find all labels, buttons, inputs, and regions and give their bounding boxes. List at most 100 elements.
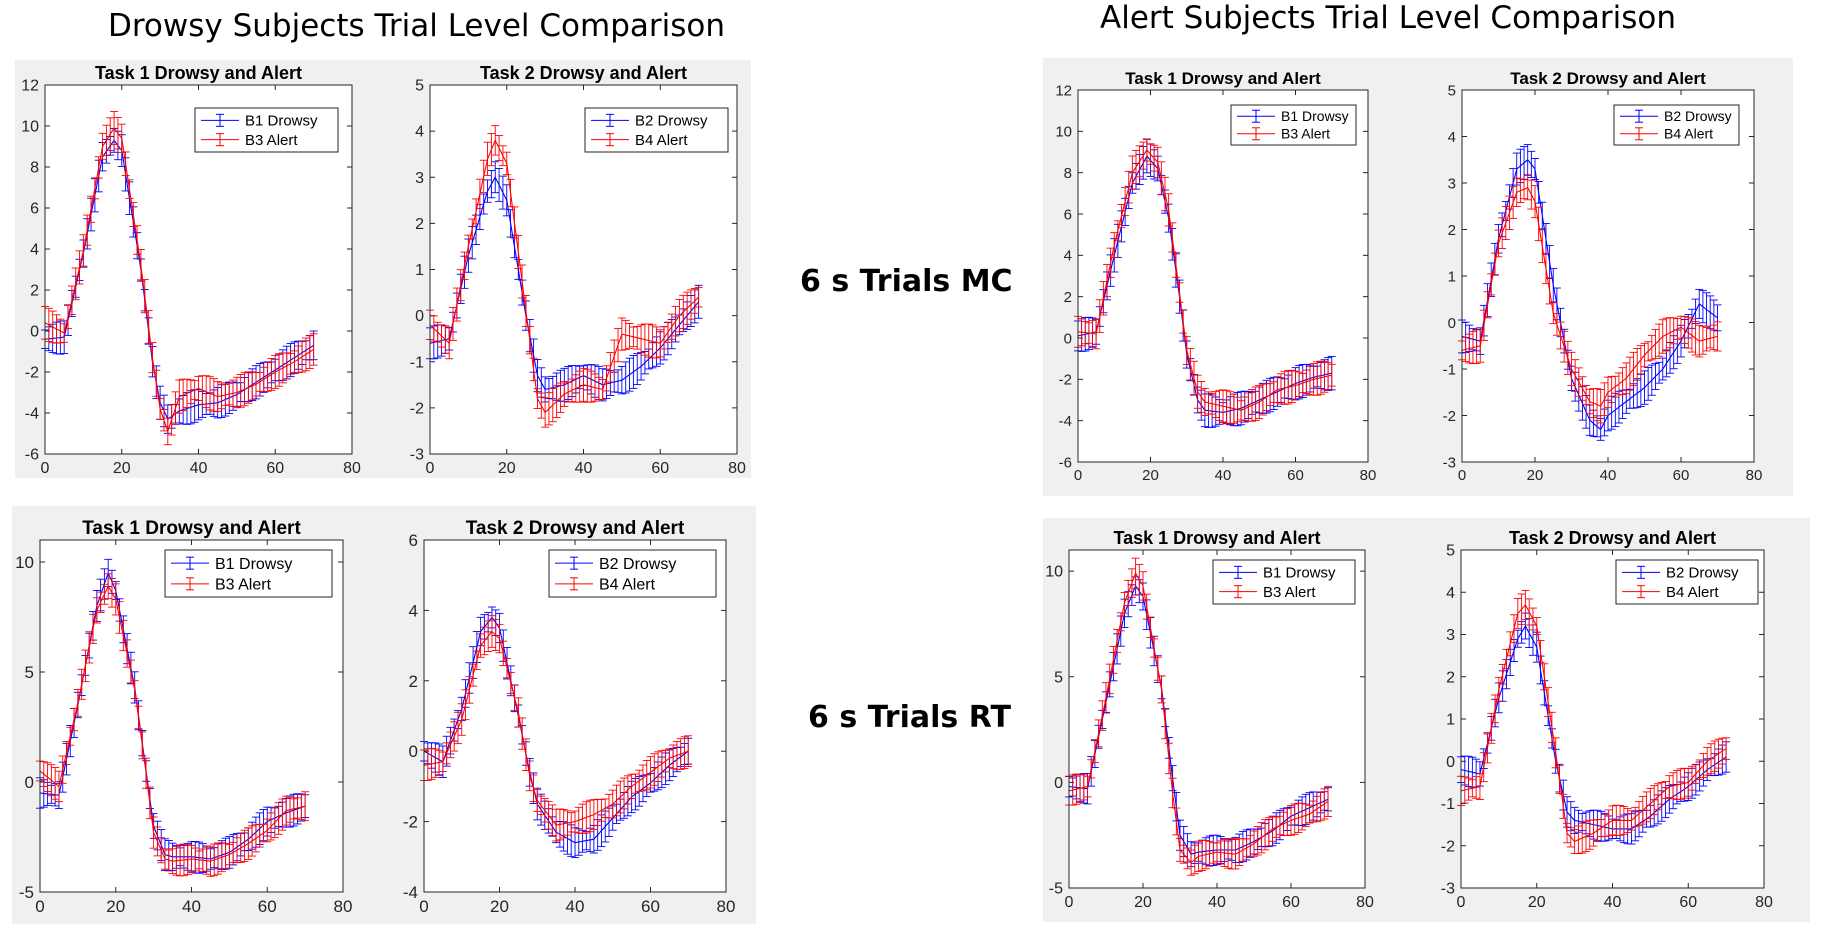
legend-label: B4 Alert [599, 576, 656, 593]
y-tick-label: -1 [1443, 361, 1456, 378]
x-tick-label: 40 [190, 460, 208, 477]
chart-title: Task 1 Drowsy and Alert [82, 518, 301, 539]
legend-box [548, 549, 717, 598]
drowsy-group-title: Drowsy Subjects Trial Level Comparison [108, 8, 725, 44]
y-tick-label: 5 [415, 78, 424, 95]
legend-label: B3 Alert [1263, 584, 1316, 601]
y-tick-label: -3 [410, 447, 424, 464]
y-tick-label: 10 [1045, 564, 1063, 581]
x-tick-label: 80 [1746, 467, 1763, 484]
y-tick-label: -4 [25, 406, 39, 423]
y-tick-label: 0 [1446, 754, 1455, 771]
chart-6: Task 2 Drowsy and Alert 0 20 40 60 80 -3 -2 -1 0 1… [1443, 69, 1763, 484]
y-tick-label: 2 [1064, 289, 1072, 306]
y-tick-label: 12 [21, 78, 39, 95]
figure-drowsy-mc: Task 1 Drowsy and Alert 0 20 40 60 80 -6 -4 -2 0 2… [15, 60, 751, 478]
axes-frame [1068, 549, 1366, 889]
y-tick-label: 3 [1446, 627, 1455, 644]
x-tick-label: 40 [575, 460, 593, 477]
series-2 [1065, 557, 1332, 876]
legend-label: B2 Drowsy [635, 113, 708, 130]
y-tick-label: -1 [410, 354, 424, 371]
x-tick-label: 0 [1458, 467, 1466, 484]
legend-box [1613, 104, 1740, 146]
chart-1: Task 1 Drowsy and Alert 0 20 40 60 80 -6 -4 -2 0 2… [21, 63, 361, 477]
series-2 [1458, 175, 1722, 424]
legend: B1 Drowsy B3 Alert [1230, 104, 1357, 146]
legend-label: B1 Drowsy [215, 556, 292, 573]
y-tick-label: 8 [30, 160, 39, 177]
legend: B1 Drowsy B3 Alert [194, 107, 339, 153]
legend-label: B3 Alert [1281, 126, 1330, 142]
x-tick-label: 20 [498, 460, 516, 477]
x-tick-label: 60 [1287, 467, 1304, 484]
axes-frame [1077, 89, 1369, 463]
axes-frame [423, 539, 727, 893]
series-line [1461, 159, 1718, 431]
legend-label: B2 Drowsy [1664, 108, 1732, 124]
y-tick-label: 2 [409, 672, 418, 691]
chart-title: Task 2 Drowsy and Alert [466, 518, 685, 539]
legend-box [164, 549, 333, 598]
series-line [44, 127, 314, 434]
legend-label: B1 Drowsy [1263, 565, 1336, 582]
legend-label: B2 Drowsy [599, 556, 676, 573]
y-tick-label: -4 [1059, 413, 1072, 430]
chart-title: Task 1 Drowsy and Alert [1125, 69, 1321, 88]
y-tick-label: -3 [1441, 881, 1455, 898]
x-tick-label: 80 [1755, 894, 1773, 911]
series-line [1460, 603, 1727, 843]
y-tick-label: 3 [415, 170, 424, 187]
chart-title: Task 1 Drowsy and Alert [1113, 528, 1320, 548]
y-tick-label: 0 [1054, 775, 1063, 792]
series-2 [1074, 138, 1336, 425]
y-tick-label: -5 [19, 883, 34, 902]
y-tick-label: -2 [1443, 408, 1456, 425]
legend: B1 Drowsy B3 Alert [164, 549, 333, 598]
x-tick-label: 0 [1074, 467, 1082, 484]
legend-box [1212, 559, 1356, 605]
series-2 [1457, 589, 1731, 855]
x-tick-label: 40 [1208, 894, 1226, 911]
y-tick-label: 6 [409, 531, 418, 550]
x-tick-label: 60 [1673, 467, 1690, 484]
x-tick-label: 20 [106, 897, 125, 916]
x-tick-label: 0 [1065, 894, 1074, 911]
chart-5: Task 1 Drowsy and Alert 0 20 40 60 80 -6 -4 -2 0 2… [1055, 69, 1376, 484]
y-tick-label: 5 [1054, 669, 1063, 686]
y-tick-label: 2 [1448, 222, 1456, 239]
legend-label: B4 Alert [1666, 584, 1719, 601]
y-tick-label: -2 [1059, 372, 1072, 389]
y-tick-label: -3 [1443, 454, 1456, 471]
x-tick-label: 80 [1356, 894, 1374, 911]
y-tick-label: -2 [403, 813, 418, 832]
legend-label: B3 Alert [215, 576, 272, 593]
x-tick-label: 60 [258, 897, 277, 916]
y-tick-label: 1 [1446, 712, 1455, 729]
y-tick-label: 4 [1064, 248, 1072, 265]
x-tick-label: 40 [566, 897, 585, 916]
series-line [423, 630, 689, 826]
y-tick-label: -6 [25, 447, 39, 464]
y-tick-label: 5 [25, 663, 34, 682]
y-tick-label: 10 [21, 119, 39, 136]
y-tick-label: 10 [1055, 124, 1072, 141]
y-tick-label: 10 [15, 553, 34, 572]
x-tick-label: 80 [334, 897, 353, 916]
x-tick-label: 80 [728, 460, 746, 477]
y-tick-label: 2 [30, 283, 39, 300]
series-line [1461, 186, 1718, 407]
legend-label: B4 Alert [1664, 126, 1713, 142]
y-tick-label: 2 [1446, 669, 1455, 686]
x-tick-label: 20 [1528, 894, 1546, 911]
x-tick-label: 60 [1679, 894, 1697, 911]
x-tick-label: 40 [1604, 894, 1622, 911]
x-tick-label: 0 [35, 897, 44, 916]
chart-4: Task 2 Drowsy and Alert 0 20 40 60 80 -4 -2 0 2 4 6… [403, 518, 736, 916]
x-tick-label: 20 [1527, 467, 1544, 484]
y-tick-label: 0 [30, 324, 39, 341]
